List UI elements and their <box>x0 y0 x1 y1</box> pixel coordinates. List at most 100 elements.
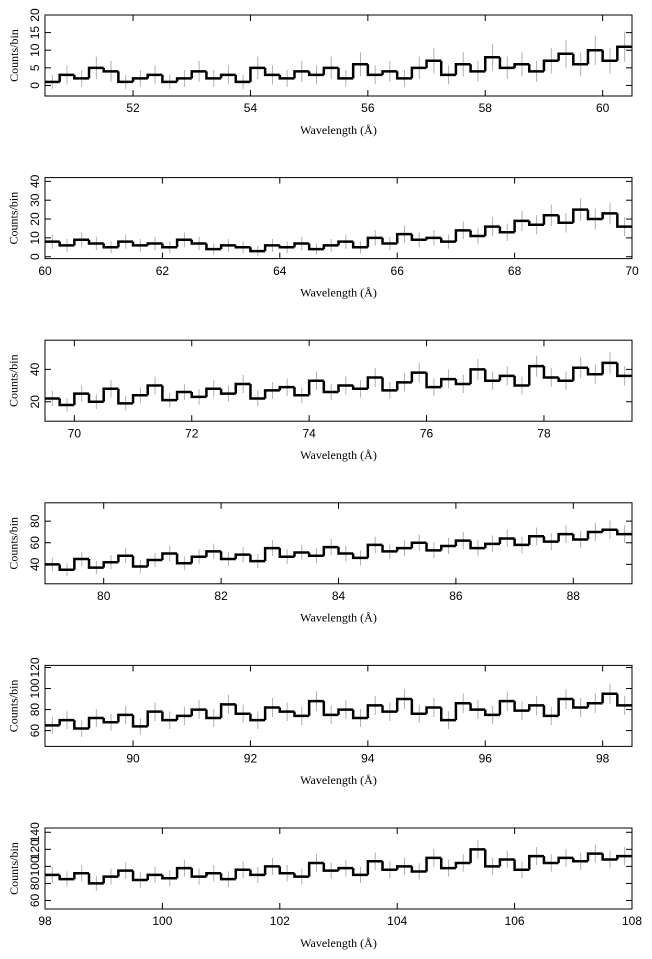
histogram-step <box>73 720 90 730</box>
histogram-step <box>513 375 530 387</box>
x-tick-label: 98 <box>38 914 52 928</box>
histogram-step <box>278 707 295 713</box>
y-tick-label: 40 <box>28 557 42 571</box>
histogram-step <box>205 387 222 397</box>
x-tick-label: 68 <box>508 264 522 278</box>
histogram-step <box>469 540 486 550</box>
histogram-step <box>425 706 442 714</box>
x-tick-label: 102 <box>270 914 290 928</box>
histogram-step <box>513 859 530 872</box>
histogram-step <box>425 542 442 552</box>
histogram-step <box>469 848 486 863</box>
y-tick-label: 80 <box>28 876 42 890</box>
histogram-step <box>572 366 588 381</box>
histogram-step <box>219 73 236 79</box>
plot-area <box>45 31 632 89</box>
plot-area <box>45 520 632 577</box>
histogram-step <box>87 873 104 885</box>
histogram-step <box>395 71 412 80</box>
histogram-step <box>219 873 236 881</box>
histogram-step <box>513 219 530 233</box>
histogram-step <box>102 243 119 249</box>
histogram-step <box>410 866 427 873</box>
y-tick-label: 0 <box>28 253 42 260</box>
histogram-step <box>146 710 163 727</box>
histogram-step <box>513 538 530 547</box>
histogram-step <box>161 711 178 722</box>
histogram-step <box>351 709 368 720</box>
y-tick-label: 100 <box>28 856 42 876</box>
x-tick-label: 66 <box>391 264 405 278</box>
histogram-step <box>528 704 544 711</box>
histogram-step <box>572 53 588 66</box>
histogram-step <box>322 701 339 717</box>
histogram-step <box>205 709 222 720</box>
histogram-step <box>484 542 500 549</box>
histogram-step <box>249 869 266 877</box>
histogram-step <box>381 70 398 75</box>
histogram-step <box>58 398 75 407</box>
histogram-step <box>542 705 559 718</box>
y-tick-label: 30 <box>28 193 42 207</box>
histogram-step <box>307 552 324 557</box>
x-tick-label: 84 <box>332 589 346 603</box>
histogram-step <box>146 73 163 79</box>
histogram-step <box>263 244 280 252</box>
histogram-step <box>146 242 163 246</box>
histogram-step <box>131 241 148 247</box>
histogram-step <box>102 67 119 73</box>
histogram-step <box>278 74 295 80</box>
plot-area <box>45 839 632 892</box>
histogram-step <box>293 387 310 397</box>
x-axis-label: Wavelength (Å) <box>300 448 377 462</box>
x-tick-label: 108 <box>622 914 642 928</box>
histogram-step <box>469 230 486 238</box>
y-tick-label: 10 <box>28 43 42 57</box>
y-axis-label: Counts/bin <box>7 680 21 733</box>
histogram-step <box>381 705 398 713</box>
plot-area <box>45 198 632 257</box>
histogram-step <box>234 553 251 559</box>
x-tick-label: 98 <box>596 752 610 766</box>
histogram-step <box>307 861 324 877</box>
x-axis-label: Wavelength (Å) <box>300 611 377 625</box>
histogram-step <box>293 711 310 718</box>
y-axis-label: Counts/bin <box>7 192 21 245</box>
plot-frame <box>44 664 633 747</box>
histogram-step <box>337 240 354 246</box>
histogram-step <box>351 868 368 877</box>
y-tick-label: 20 <box>28 212 42 226</box>
histogram-step <box>557 52 574 61</box>
histogram-step <box>498 57 515 70</box>
histogram-step <box>557 377 574 382</box>
histogram-step <box>351 241 368 249</box>
x-tick-label: 60 <box>38 264 52 278</box>
histogram-step <box>586 530 603 540</box>
histogram-step <box>484 369 500 382</box>
histogram-step <box>249 713 266 722</box>
x-tick-label: 94 <box>361 752 375 766</box>
plot-frame <box>44 339 633 422</box>
histogram-step <box>73 238 90 246</box>
y-tick-label: 140 <box>28 822 42 842</box>
panel: 52 54 56 58 60 0 5 10 15 20 Wavelength (Å) Counts/b… <box>7 8 633 137</box>
x-tick-label: 106 <box>505 914 525 928</box>
histogram-step <box>425 856 442 872</box>
histogram-step <box>307 71 324 77</box>
histogram-step <box>484 56 500 72</box>
histogram-step <box>73 557 90 570</box>
histogram-step <box>484 849 500 868</box>
histogram-step <box>161 74 178 84</box>
histogram-step <box>293 551 310 557</box>
x-tick-label: 90 <box>126 752 140 766</box>
histogram-step <box>278 385 295 391</box>
histogram-step <box>381 377 398 392</box>
histogram-step <box>351 385 368 391</box>
histogram-step <box>146 558 163 567</box>
histogram-step <box>586 702 603 708</box>
histogram-step <box>454 702 471 721</box>
histogram-step <box>102 717 119 724</box>
histogram-step <box>337 708 354 715</box>
histogram-step <box>293 70 310 79</box>
